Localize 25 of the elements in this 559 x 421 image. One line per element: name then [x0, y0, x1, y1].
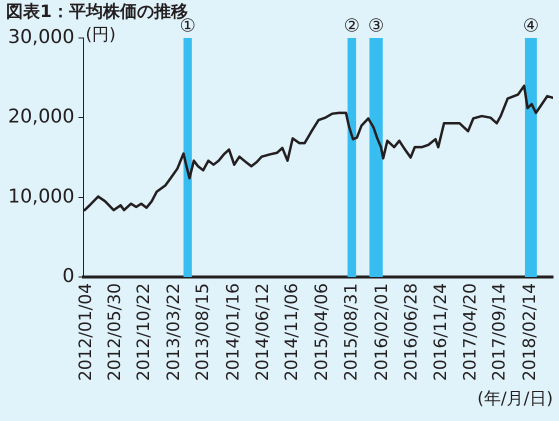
x-tick-label: 2014/11/06: [282, 283, 302, 381]
x-tick-label: 2013/03/22: [164, 283, 184, 381]
x-tick-label: 2016/02/01: [372, 283, 392, 381]
x-tick-label: 2012/05/30: [105, 283, 126, 381]
y-tick-label: 10,000: [8, 185, 74, 208]
y-tick-label: 20,000: [8, 106, 74, 128]
x-tick-label: 2015/08/31: [341, 283, 362, 381]
x-tick-label: 2012/01/04: [76, 283, 96, 381]
x-tick-label: 2014/06/12: [252, 283, 273, 381]
x-tick-label: 2018/02/14: [520, 283, 540, 381]
y-axis-title: (円): [85, 24, 116, 45]
x-tick-label: 2015/04/06: [312, 283, 332, 381]
x-axis-title: (年/月/日): [477, 388, 553, 409]
x-tick-label: 2017/09/14: [490, 283, 510, 381]
band-label: ④: [522, 16, 539, 37]
x-tick-label: 2016/11/24: [431, 283, 452, 381]
x-tick-label: 2017/04/20: [460, 283, 480, 381]
x-tick-label: 2014/01/16: [224, 283, 244, 381]
band-label: ③: [368, 16, 384, 37]
y-tick-label: 0: [62, 264, 74, 287]
y-tick-label: 30,000: [8, 26, 74, 48]
band-label: ②: [344, 16, 360, 37]
x-tick-label: 2013/08/15: [193, 283, 214, 381]
x-tick-label: 2012/10/22: [134, 283, 154, 381]
x-tick-label: 2016/06/28: [401, 283, 422, 381]
